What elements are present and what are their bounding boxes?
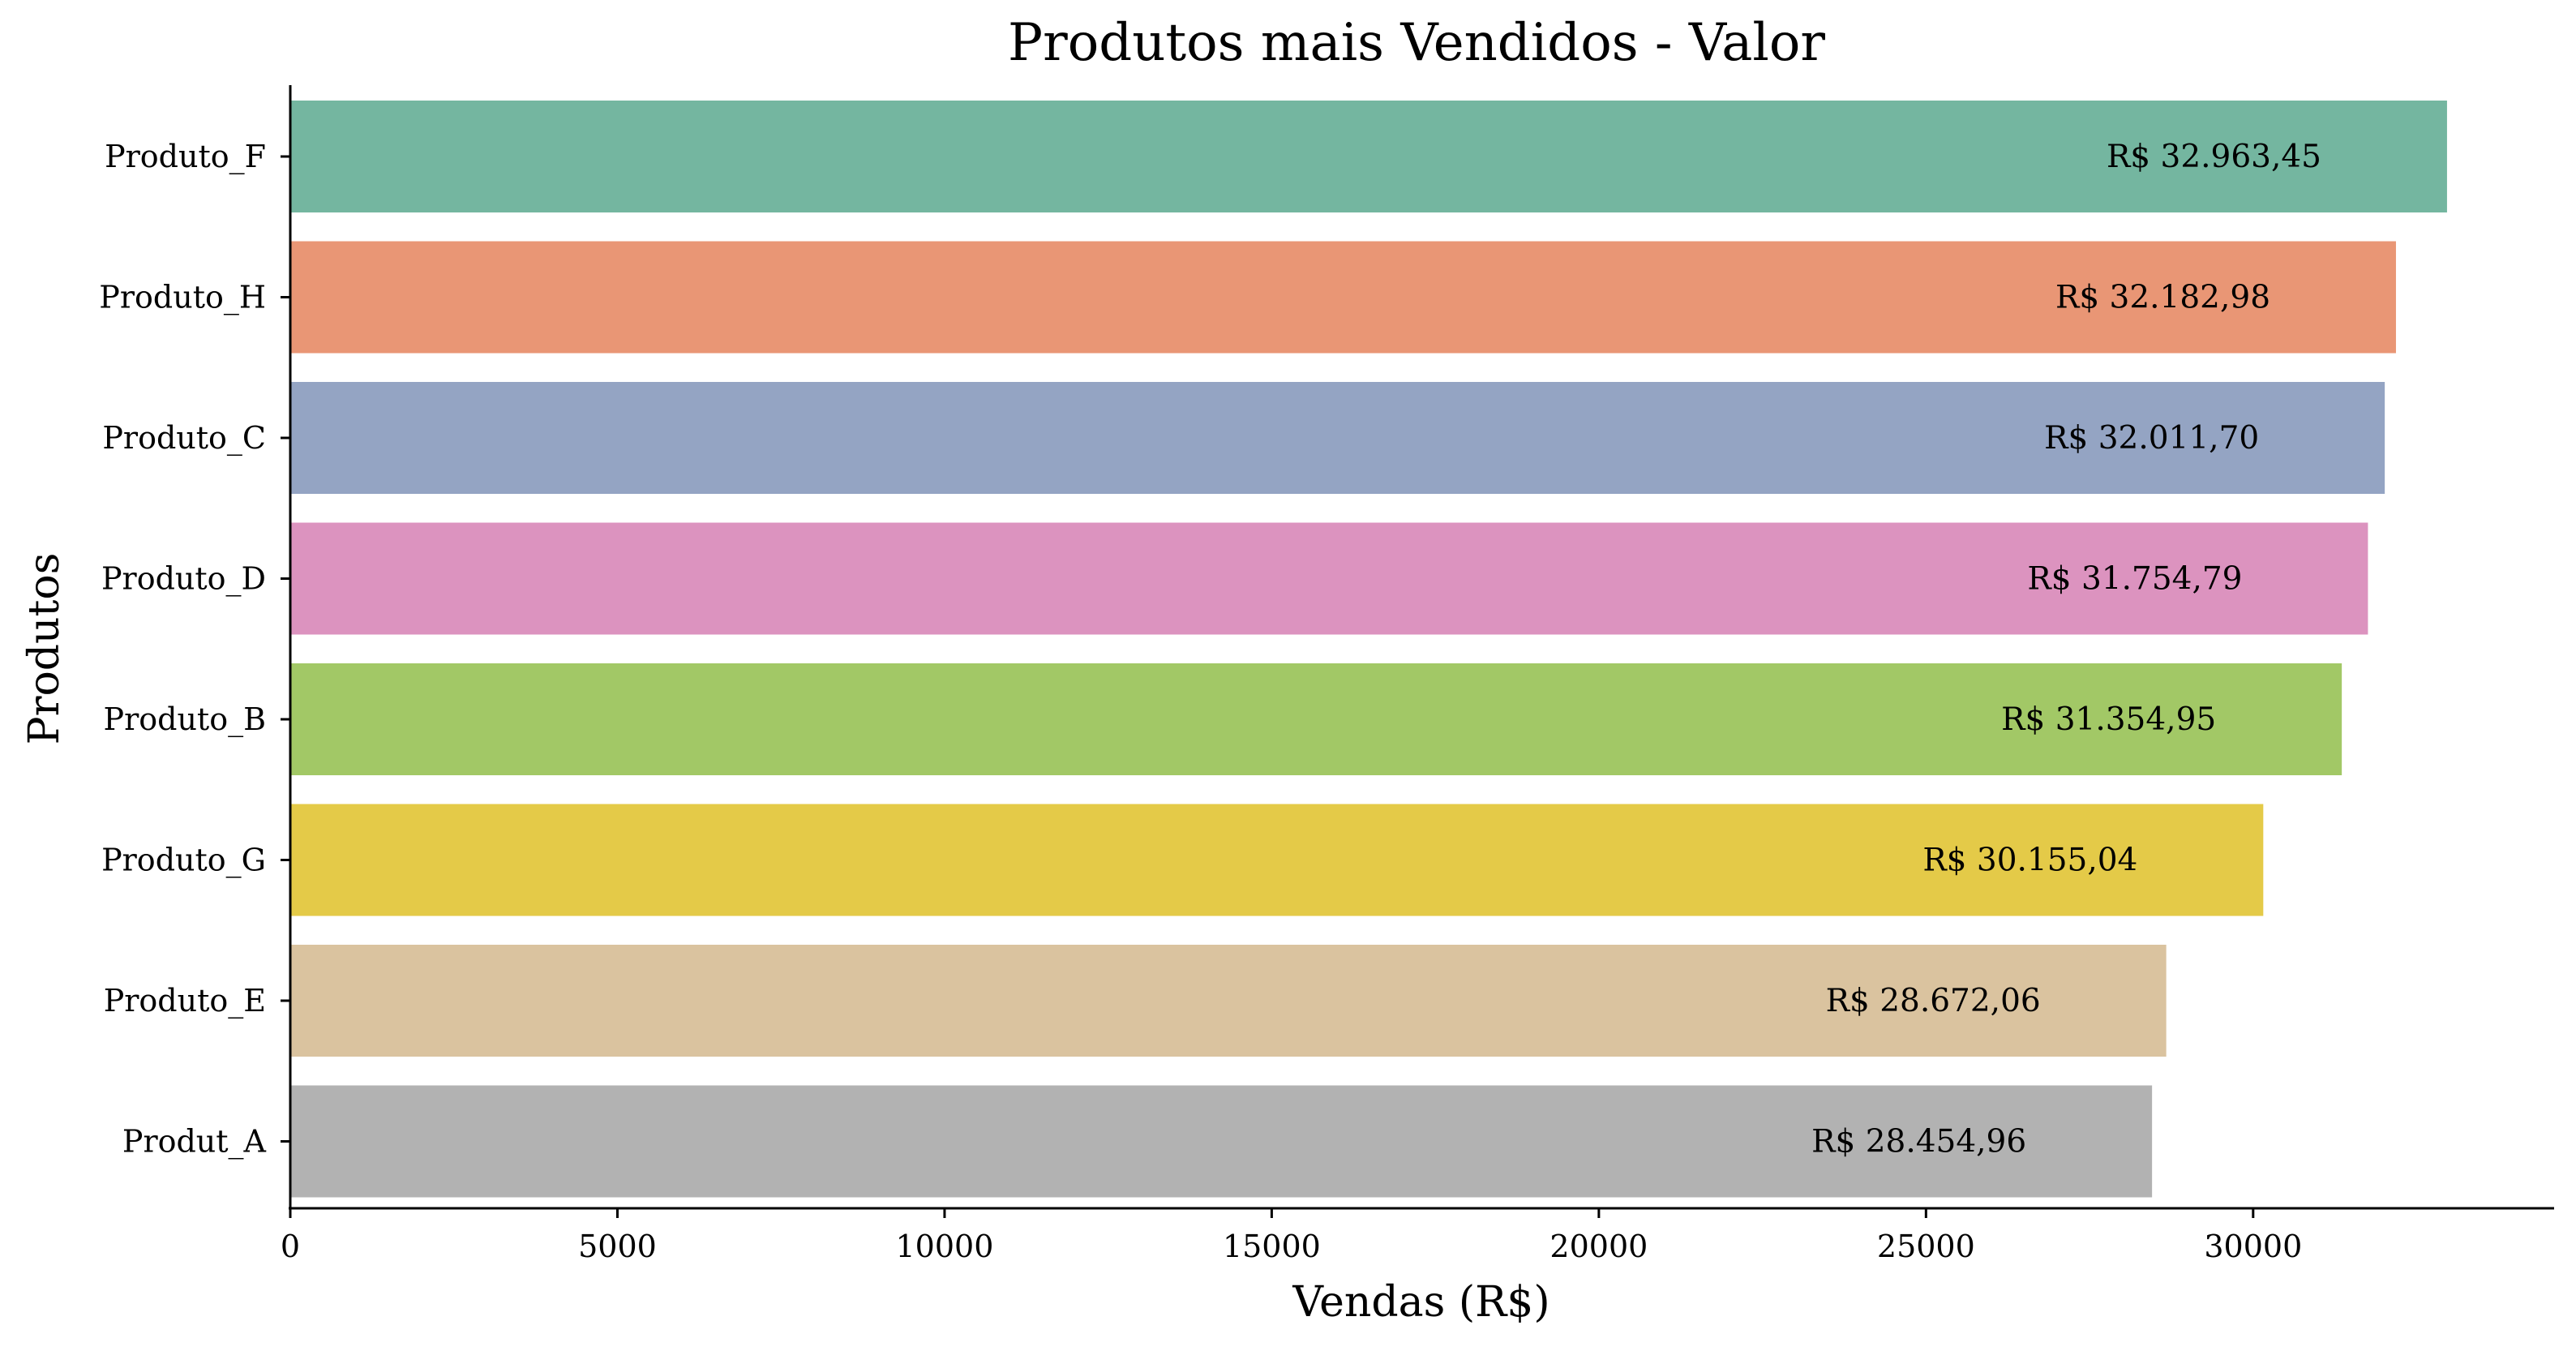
y-tick-label: Produto_E (104, 983, 266, 1019)
chart-title: Produtos mais Vendidos - Valor (1008, 13, 1825, 73)
x-tick-label: 25000 (1877, 1229, 1975, 1264)
bar-produto_g (290, 804, 2264, 916)
x-axis-label: Vendas (R$) (1292, 1278, 1549, 1327)
x-axis-ticks: 0 5000 10000 15000 20000 25000 30000 (281, 1208, 2302, 1264)
bar-value-labels: R$ 32.963,45 R$ 32.182,98 R$ 32.011,70 R$ 3… (1811, 139, 2321, 1160)
y-tick-label: Produto_B (104, 701, 266, 738)
bar-produto_h (290, 241, 2396, 354)
bar-value-label: R$ 28.672,06 (1826, 983, 2041, 1019)
x-tick-label: 15000 (1223, 1229, 1321, 1264)
bar-value-label: R$ 32.011,70 (2044, 420, 2259, 457)
x-tick-label: 30000 (2204, 1229, 2302, 1264)
bar-value-label: R$ 31.754,79 (2027, 561, 2242, 598)
bar-produt_a (290, 1085, 2153, 1198)
bar-produto_d (290, 522, 2368, 635)
x-tick-label: 5000 (578, 1229, 657, 1264)
y-axis-ticks: Produto_F Produto_H Produto_C Produto_D Prod… (99, 139, 290, 1160)
y-tick-label: Produto_C (102, 420, 266, 457)
bar-value-label: R$ 28.454,96 (1811, 1124, 2026, 1160)
x-tick-label: 10000 (895, 1229, 993, 1264)
bar-value-label: R$ 31.354,95 (2001, 701, 2216, 738)
y-tick-label: Produt_A (122, 1124, 267, 1160)
y-axis-label: Produtos (20, 553, 69, 745)
x-tick-label: 0 (281, 1229, 300, 1264)
bar-produto_c (290, 382, 2385, 494)
y-tick-label: Produto_D (101, 561, 266, 598)
y-tick-label: Produto_G (101, 843, 266, 879)
y-tick-label: Produto_F (105, 139, 266, 175)
bar-produto_b (290, 663, 2342, 775)
x-tick-label: 20000 (1549, 1229, 1648, 1264)
bars-group (290, 101, 2447, 1198)
bar-produto_e (290, 945, 2167, 1057)
bar-produto_f (290, 101, 2447, 212)
y-tick-label: Produto_H (99, 280, 266, 316)
bar-value-label: R$ 32.963,45 (2107, 139, 2321, 175)
bar-value-label: R$ 32.182,98 (2055, 280, 2270, 316)
bar-value-label: R$ 30.155,04 (1922, 843, 2137, 879)
